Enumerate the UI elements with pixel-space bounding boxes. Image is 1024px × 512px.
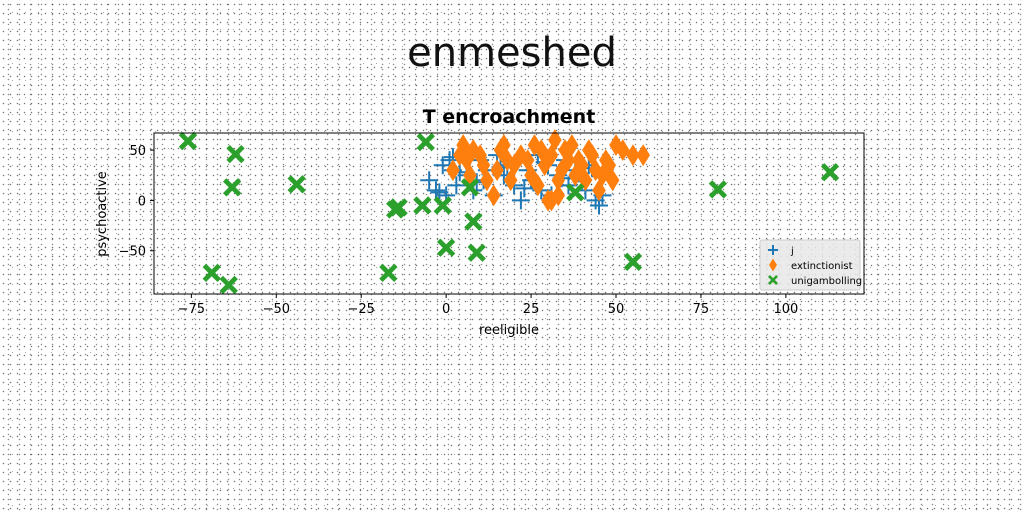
data-point [626,144,640,167]
data-point [480,169,494,192]
x-tick-label: 25 [523,302,540,317]
data-point [592,179,606,202]
data-point [511,191,530,210]
x-axis-label: reeligible [479,323,539,338]
legend-label: unigambolling [791,276,862,287]
data-point [486,184,501,207]
figure-title: enmeshed [407,30,617,76]
x-axis-ticks: −75 −50 −25 0 25 50 75 100 [178,294,798,317]
data-point [287,175,306,194]
series-extinctionist [446,129,650,212]
chart-marks [178,129,840,295]
data-point [426,181,445,200]
y-tick-label: 0 [138,194,146,209]
data-point [413,196,432,215]
data-point [379,263,398,283]
data-point [578,169,593,192]
data-point [503,169,518,192]
data-point [202,263,221,283]
data-point [554,159,569,182]
x-tick-label: −75 [178,302,205,317]
data-point [222,178,242,197]
data-point [178,131,198,151]
data-point [820,163,840,182]
legend-label: j [790,246,794,257]
data-point [433,196,452,215]
data-point [531,174,545,197]
data-point [541,189,555,212]
data-point [565,134,579,157]
data-point [430,183,449,202]
data-point [636,144,650,167]
data-point [416,132,435,152]
data-point [420,171,439,190]
data-point [436,238,456,257]
data-point [708,180,728,199]
data-point [460,178,480,197]
data-point [386,200,405,219]
x-tick-label: 0 [442,302,450,317]
data-point [446,159,460,182]
data-point [544,144,559,167]
data-point [226,144,245,164]
data-point [568,164,583,187]
y-tick-label: −50 [119,245,146,260]
x-tick-label: −50 [263,302,290,317]
legend: j extinctionist unigambolling [759,239,862,291]
data-point [447,176,466,195]
legend-marker [769,258,777,272]
data-point [467,243,486,262]
data-point [464,212,483,231]
data-point [605,169,620,192]
data-point [515,179,534,198]
x-tick-label: −25 [348,302,375,317]
data-point [623,252,643,271]
data-point [548,129,562,151]
data-point [551,184,566,207]
data-point [561,149,576,172]
x-tick-label: 100 [773,302,798,317]
data-point [616,139,630,162]
data-point [588,159,603,182]
data-point [595,164,610,187]
data-point [507,154,521,177]
legend-marker [768,245,778,255]
data-point [537,154,552,177]
series-unigambolling [178,131,840,295]
data-point [609,134,623,157]
chart-title: T encroachment [423,106,596,128]
y-tick-label: 50 [129,144,146,159]
x-tick-label: 75 [693,302,710,317]
data-point [219,275,238,295]
legend-label: extinctionist [791,261,853,272]
data-point [524,164,538,187]
data-point [490,159,504,182]
x-tick-label: 50 [608,302,625,317]
y-axis-ticks: −50 0 50 [119,144,154,260]
legend-marker [767,274,779,286]
axes-frame [153,132,865,295]
data-point [566,183,585,202]
legend-box [759,239,861,291]
y-axis-label: psychoactive [95,171,110,257]
